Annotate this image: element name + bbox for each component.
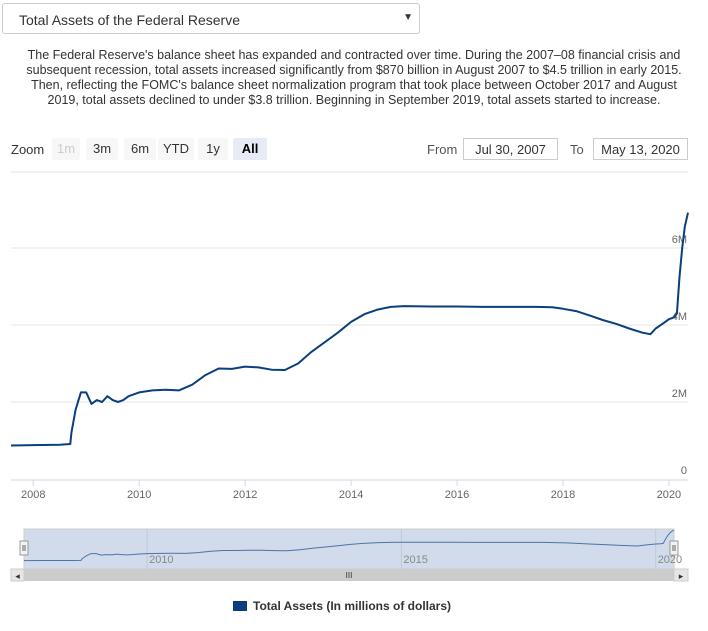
chevron-down-icon: ▼	[403, 12, 413, 23]
x-tick-label: 2010	[127, 489, 151, 501]
navigator-left-handle[interactable]	[19, 540, 29, 556]
x-tick-label: 2016	[445, 489, 469, 501]
x-tick-label: 2020	[657, 489, 681, 501]
chevron-right-icon: ▸	[679, 571, 684, 581]
series-line-total-assets	[10, 212, 689, 447]
scrollbar-thumb[interactable]	[24, 569, 674, 581]
navigator-tick-label: 2010	[149, 554, 173, 566]
navigator-tick-label: 2015	[403, 554, 427, 566]
to-label: To	[570, 142, 584, 157]
scrollbar-left-button[interactable]	[10, 568, 25, 582]
legend-label: Total Assets (In millions of dollars)	[253, 599, 452, 613]
scrollbar-right-button[interactable]	[673, 568, 689, 582]
x-tick-label: 2018	[551, 489, 575, 501]
x-tick-label: 2012	[233, 489, 257, 501]
chevron-left-icon: ◂	[15, 571, 20, 581]
zoom-3m-button[interactable]: 3m	[86, 138, 118, 160]
zoom-6m-button[interactable]: 6m	[124, 138, 156, 160]
navigator-tick-label: 2020	[658, 554, 682, 566]
navigator-selection-mask[interactable]	[23, 528, 675, 570]
zoom-1m-button[interactable]: 1m	[52, 138, 80, 160]
legend-swatch	[233, 601, 247, 611]
from-label: From	[427, 142, 458, 157]
navigator-right-handle[interactable]	[669, 540, 679, 556]
legend-item[interactable]: Total Assets (In millions of dollars)	[233, 599, 451, 613]
x-tick-label: 2008	[21, 489, 45, 501]
zoom-ytd-button[interactable]: YTD	[158, 138, 194, 160]
navigator-series-line	[23, 529, 675, 562]
y-tick-label: 6M	[672, 234, 687, 246]
zoom-all-button[interactable]: All	[233, 138, 267, 160]
zoom-label: Zoom	[11, 142, 45, 157]
x-tick-label: 2014	[339, 489, 363, 501]
from-date-input[interactable]: Jul 30, 2007	[463, 138, 558, 160]
zoom-1y-button[interactable]: 1y	[198, 138, 228, 160]
y-tick-label: 0	[681, 465, 687, 477]
y-tick-label: 2M	[672, 388, 687, 400]
scrollbar-grip-icon: III	[346, 571, 353, 580]
chart-description: The Federal Reserve's balance sheet has …	[26, 48, 682, 107]
to-date-input[interactable]: May 13, 2020	[593, 138, 688, 160]
chart-select-value: Total Assets of the Federal Reserve	[19, 12, 240, 28]
chart-select-dropdown[interactable]: Total Assets of the Federal Reserve ▼	[2, 3, 420, 34]
